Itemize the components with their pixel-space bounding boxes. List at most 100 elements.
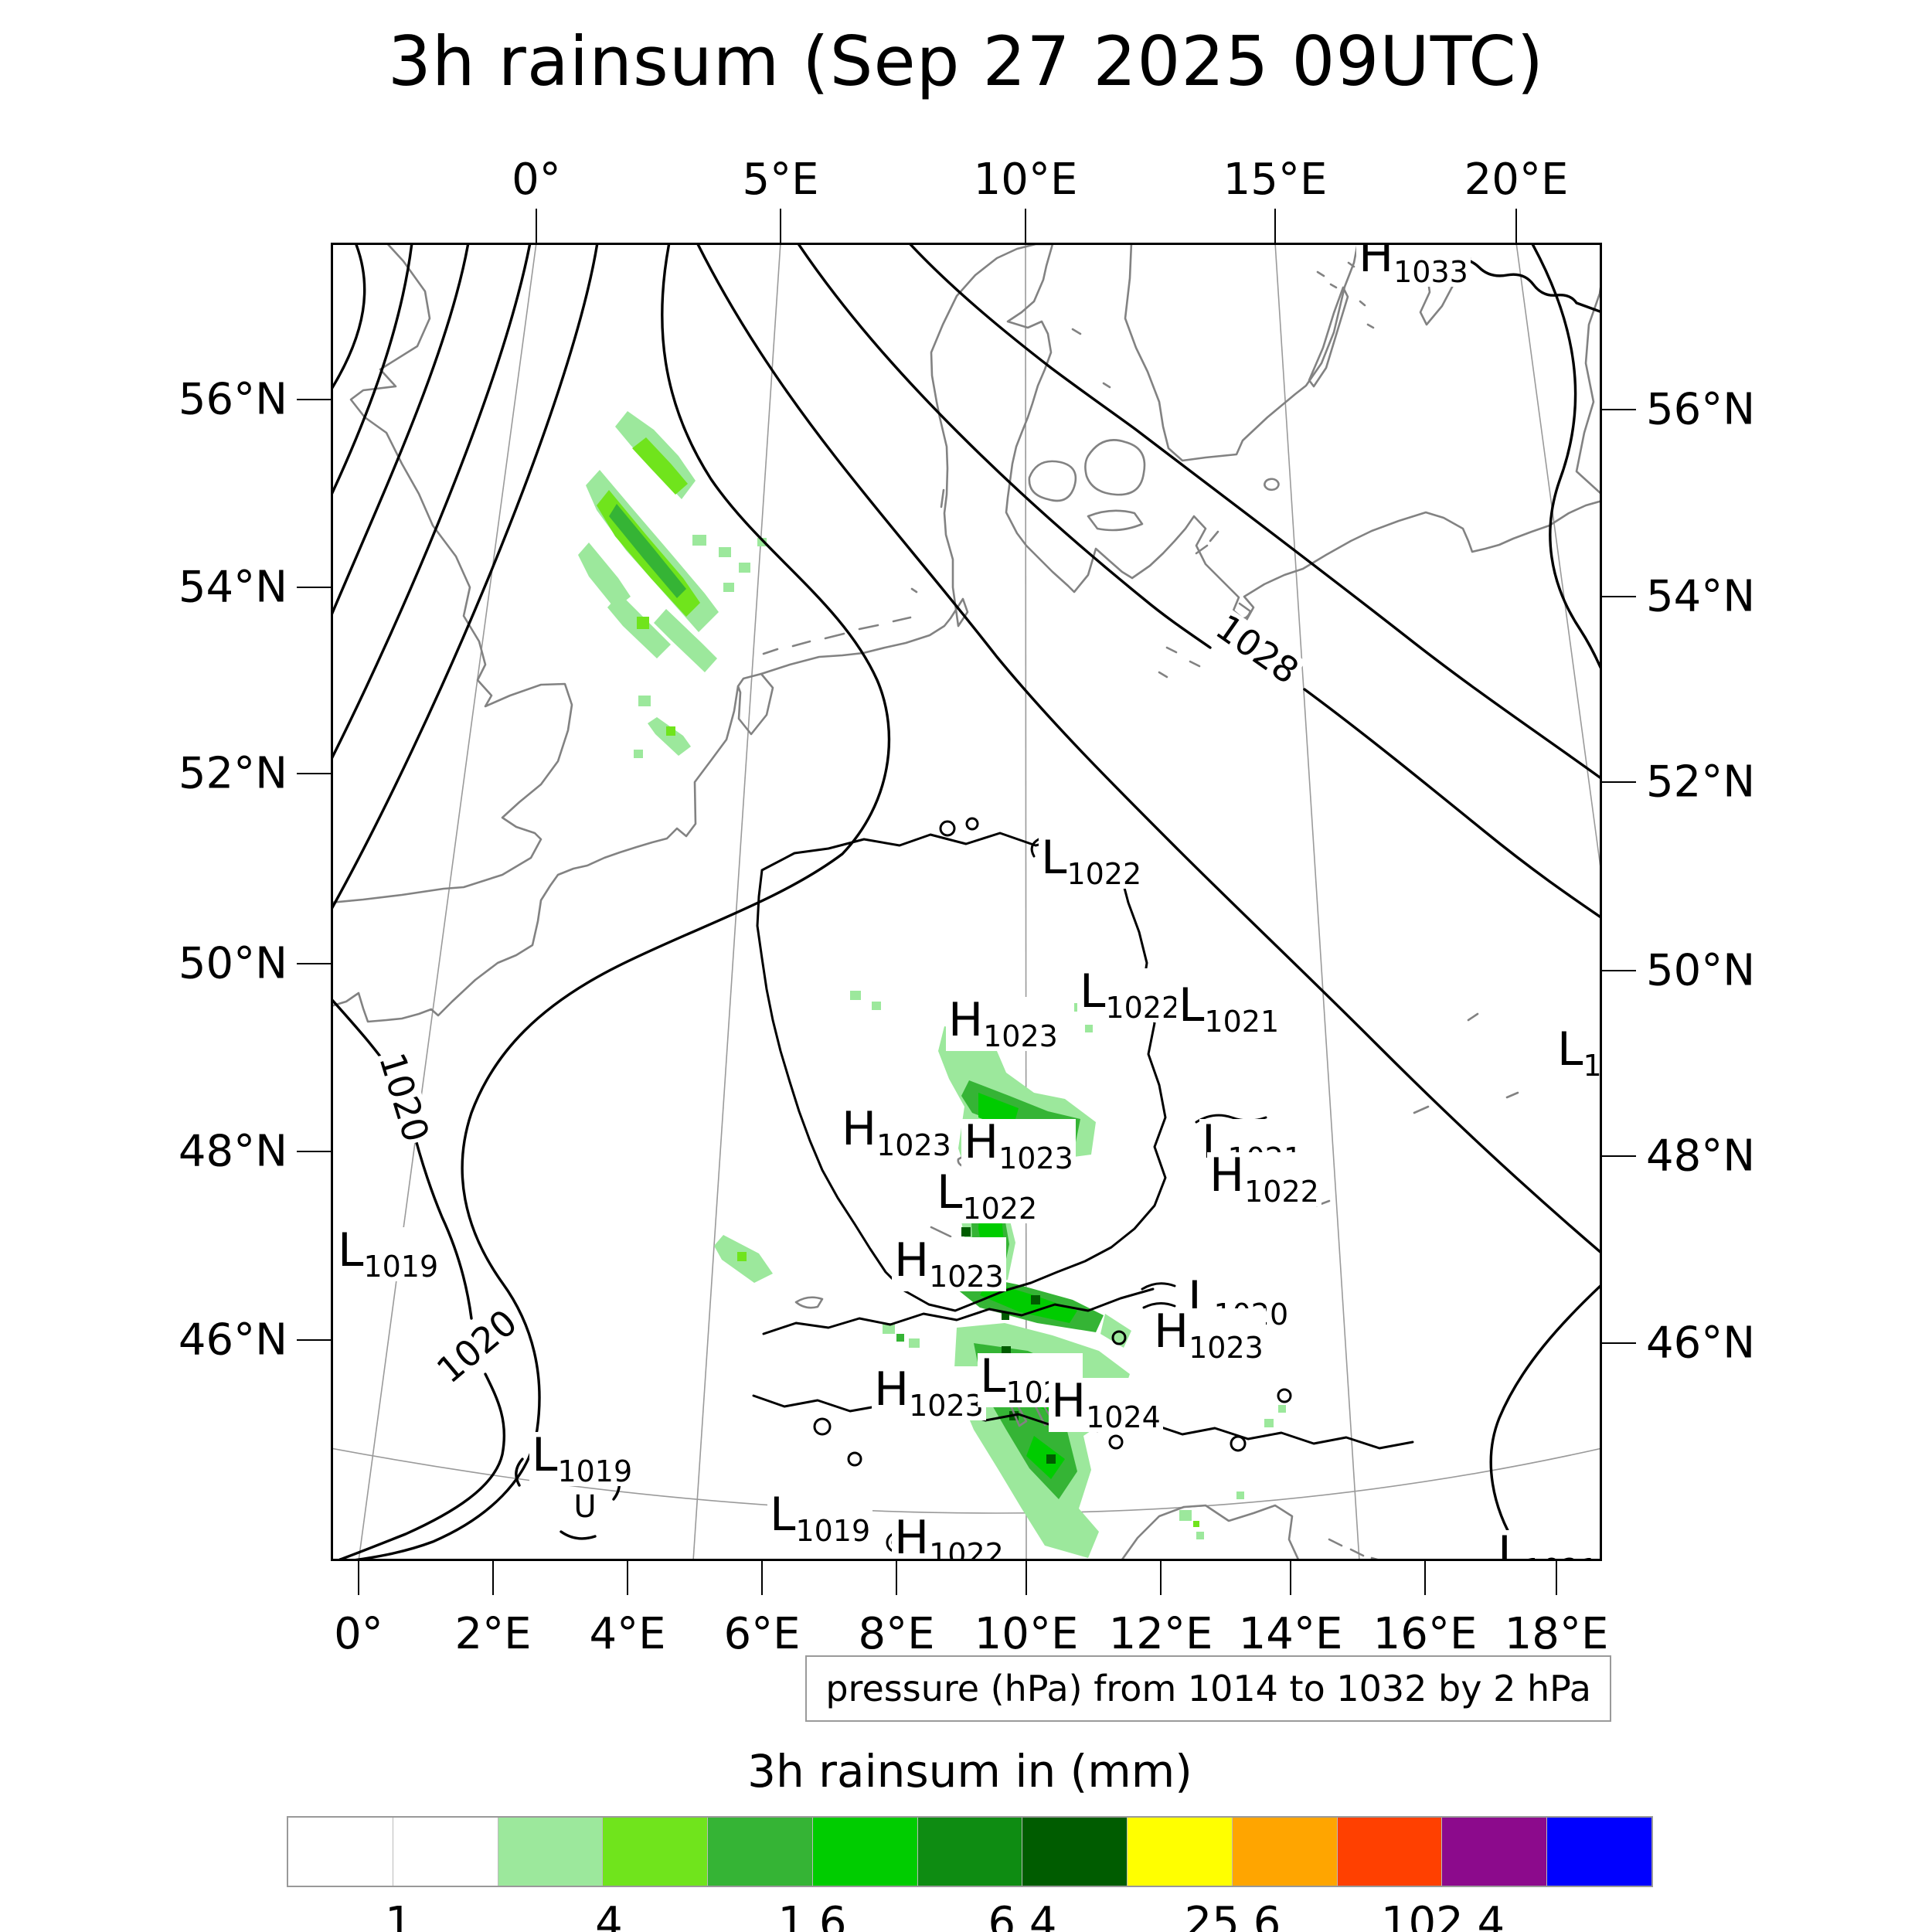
colorbar-cell-10 xyxy=(1336,1818,1442,1886)
pressure-letter: H xyxy=(874,1362,910,1417)
left-tick-mark xyxy=(297,587,331,588)
page-title: 3h rainsum (Sep 27 2025 09UTC) xyxy=(387,22,1545,101)
bottom-tick-label: 8°E xyxy=(858,1609,935,1659)
bottom-tick-label: 6°E xyxy=(723,1609,801,1659)
pressure-value: 1023 xyxy=(1189,1331,1264,1365)
bottom-tick-label: 0° xyxy=(334,1609,383,1659)
colorbar-title: 3h rainsum in (mm) xyxy=(747,1745,1192,1798)
left-tick-label: 50°N xyxy=(178,938,287,989)
pressure-letter: H xyxy=(1359,243,1394,283)
right-tick-label: 50°N xyxy=(1646,945,1756,996)
colorbar-cell-12 xyxy=(1546,1818,1651,1886)
right-tick-mark xyxy=(1602,1155,1636,1157)
colorbar xyxy=(287,1816,1653,1887)
colorbar-cell-4 xyxy=(707,1818,812,1886)
pressure-marker-l10: L10 xyxy=(1555,1026,1602,1083)
colorbar-cell-0 xyxy=(288,1818,393,1886)
colorbar-cell-3 xyxy=(602,1818,708,1886)
right-tick-label: 54°N xyxy=(1646,571,1756,622)
bottom-tick-label: 14°E xyxy=(1238,1609,1343,1659)
colorbar-tick-label: .1 xyxy=(371,1898,413,1932)
bottom-tick-mark xyxy=(1556,1561,1557,1595)
pressure-marker-l1021: L1021 xyxy=(1176,982,1282,1039)
pressure-marker-h1033: H1033 xyxy=(1356,243,1471,289)
bottom-tick-mark xyxy=(627,1561,628,1595)
pressure-value: 10 xyxy=(1583,1049,1602,1083)
pressure-value: 1023 xyxy=(909,1389,984,1423)
colorbar-tick-label: .4 xyxy=(581,1898,623,1932)
pressure-marker-h1023: H1023 xyxy=(872,1366,986,1420)
pressure-marker-l1019: L1019 xyxy=(767,1492,873,1548)
pressure-value: 1021 xyxy=(1204,1005,1280,1039)
isobar-label-1020: 1020 xyxy=(428,1301,526,1392)
right-tick-label: 52°N xyxy=(1646,757,1756,808)
right-tick-label: 56°N xyxy=(1646,384,1756,435)
pressure-letter: H xyxy=(842,1102,877,1156)
left-tick-mark xyxy=(297,1339,331,1341)
pressure-marker-h1023: H1023 xyxy=(839,1106,954,1160)
bottom-tick-label: 12°E xyxy=(1108,1609,1213,1659)
pressure-letter: L xyxy=(770,1488,796,1542)
right-tick-mark xyxy=(1602,781,1636,783)
colorbar-tick-label: 6.4 xyxy=(988,1898,1057,1932)
colorbar-cell-11 xyxy=(1441,1818,1547,1886)
left-tick-label: 48°N xyxy=(178,1126,287,1177)
pressure-letter: L xyxy=(1179,978,1205,1032)
bottom-tick-mark xyxy=(1026,1561,1027,1595)
colorbar-tick-label: 102.4 xyxy=(1380,1898,1505,1932)
top-tick-label: 20°E xyxy=(1464,155,1569,205)
pressure-marker-l1022: L1022 xyxy=(1039,835,1145,891)
left-tick-label: 46°N xyxy=(178,1315,287,1366)
pressure-marker-h1023: H1023 xyxy=(946,997,1060,1051)
pressure-value: 1022 xyxy=(929,1537,1004,1561)
colorbar-cell-6 xyxy=(917,1818,1022,1886)
bottom-tick-mark xyxy=(1290,1561,1291,1595)
pressure-marker-h1023: H1023 xyxy=(892,1237,1006,1291)
pressure-value: 1022 xyxy=(1066,857,1142,891)
bottom-tick-mark xyxy=(761,1561,763,1595)
right-tick-mark xyxy=(1602,1342,1636,1344)
colorbar-cell-2 xyxy=(497,1818,603,1886)
pressure-marker-l1019: L1019 xyxy=(529,1432,635,1486)
pressure-letter: H xyxy=(894,1511,930,1561)
pressure-marker-l1019: L1019 xyxy=(335,1227,441,1284)
contour-label-layer: 1020 1020 1028 U xyxy=(333,245,1600,1559)
left-tick-label: 56°N xyxy=(178,374,287,425)
pressure-marker-h1024: H1024 xyxy=(1049,1378,1163,1432)
top-tick-label: 10°E xyxy=(973,155,1078,205)
bottom-tick-mark xyxy=(896,1561,897,1595)
bottom-tick-label: 18°E xyxy=(1504,1609,1609,1659)
pressure-letter: L xyxy=(1041,831,1067,885)
bottom-tick-mark xyxy=(492,1561,494,1595)
left-tick-label: 54°N xyxy=(178,562,287,613)
pressure-letter: L xyxy=(937,1165,963,1219)
pressure-marker-l1022: L1022 xyxy=(934,1169,1040,1223)
pressure-letter: L xyxy=(1080,964,1106,1019)
bottom-tick-label: 2°E xyxy=(454,1609,532,1659)
top-tick-label: 5°E xyxy=(742,155,819,205)
pressure-letter: H xyxy=(1209,1148,1245,1202)
pressure-letter: L xyxy=(1498,1526,1524,1561)
pressure-value: 1019 xyxy=(363,1250,439,1284)
pressure-value: 1023 xyxy=(998,1141,1073,1175)
pressure-letter: H xyxy=(948,993,984,1047)
right-tick-label: 46°N xyxy=(1646,1318,1756,1369)
colorbar-tick-label: 1.6 xyxy=(777,1898,847,1932)
top-tick-mark xyxy=(1025,209,1026,243)
pressure-value: 1024 xyxy=(1086,1400,1161,1434)
pressure-value: 1022 xyxy=(1105,991,1181,1025)
pressure-marker-h1022: H1022 xyxy=(892,1515,1006,1561)
map-annotation-U: U xyxy=(573,1489,597,1525)
pressure-value: 1019 xyxy=(795,1514,871,1548)
pressure-value: 1033 xyxy=(1393,255,1468,289)
top-tick-mark xyxy=(780,209,781,243)
top-tick-mark xyxy=(536,209,537,243)
right-tick-mark xyxy=(1602,970,1636,971)
pressure-letter: H xyxy=(1154,1304,1189,1359)
colorbar-cell-5 xyxy=(811,1818,917,1886)
top-tick-label: 0° xyxy=(512,155,561,205)
colorbar-cell-9 xyxy=(1231,1818,1337,1886)
right-tick-label: 48°N xyxy=(1646,1131,1756,1182)
bottom-tick-mark xyxy=(1160,1561,1162,1595)
pressure-letter: L xyxy=(980,1349,1006,1403)
